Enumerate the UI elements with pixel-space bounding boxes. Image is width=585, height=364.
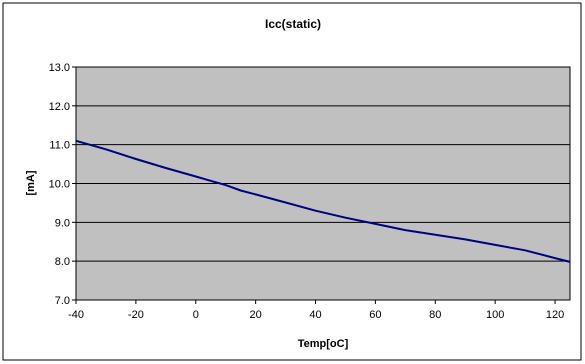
series-line	[75, 139, 571, 263]
x-tick-label: 80	[429, 309, 441, 321]
y-tick-label: 12.0	[49, 101, 70, 113]
x-tick-label: 40	[309, 309, 321, 321]
x-tick-label: 60	[369, 309, 381, 321]
y-tick-label: 10.0	[49, 179, 70, 191]
series-layer	[75, 139, 571, 263]
x-tick-label: 120	[546, 309, 564, 321]
y-tick-label: 7.0	[55, 295, 70, 307]
y-tick-label: 13.0	[49, 62, 70, 74]
x-axis-label: Temp[oC]	[298, 338, 349, 350]
y-axis-label: [mA]	[25, 170, 37, 195]
y-tick-label: 11.0	[49, 140, 70, 152]
x-tick-label: 100	[486, 309, 504, 321]
y-axis: 7.0 8.0 9.0 10.0 11.0 12.0 13.0	[49, 62, 76, 307]
y-tick-label: 9.0	[55, 217, 70, 229]
chart-title: Icc(static)	[265, 17, 321, 31]
x-axis: -40 -20 0 20 40 60 80 100 120	[68, 300, 564, 321]
x-tick-label: -40	[68, 309, 84, 321]
x-tick-label: 0	[193, 309, 199, 321]
x-tick-label: 20	[250, 309, 262, 321]
grid-lines	[76, 66, 570, 262]
y-tick-label: 8.0	[55, 256, 70, 268]
x-tick-label: -20	[128, 309, 144, 321]
